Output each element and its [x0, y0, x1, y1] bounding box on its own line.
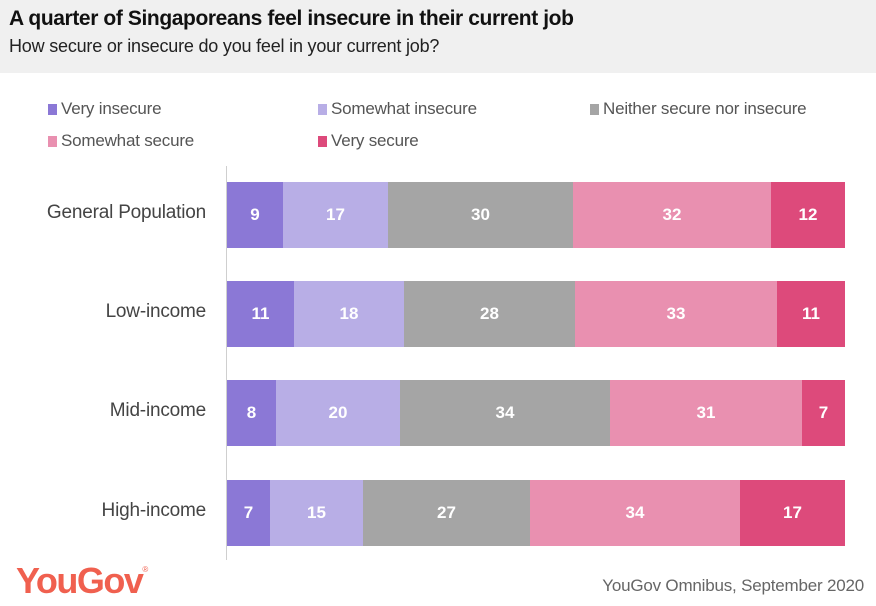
data-label: 15 — [307, 503, 326, 522]
legend-item-somewhat-insecure: Somewhat insecure — [318, 99, 477, 119]
bar-segment-somewhat-secure: 33 — [575, 281, 777, 347]
bar-segment-very-insecure: 7 — [227, 480, 270, 546]
bar-segment-somewhat-insecure: 18 — [294, 281, 404, 347]
data-label: 30 — [471, 205, 490, 224]
category-label: High-income — [101, 500, 207, 521]
bar-row-general-population: 9 17 30 32 12 — [227, 182, 845, 248]
bar-segment-very-insecure: 8 — [227, 380, 276, 446]
legend-swatch — [318, 103, 327, 115]
bar-segment-neither-secure-nor-insecure: 30 — [388, 182, 573, 248]
bar-segment-very-secure: 17 — [740, 480, 845, 546]
chart-subtitle: How secure or insecure do you feel in yo… — [9, 36, 440, 56]
data-label: 11 — [251, 304, 270, 323]
legend-item-neither-secure-nor-insecure: Neither secure nor insecure — [590, 99, 807, 119]
bar-segment-very-secure: 7 — [802, 380, 845, 446]
bar-segment-neither-secure-nor-insecure: 28 — [404, 281, 575, 347]
data-label: 12 — [798, 205, 818, 224]
bar-segment-very-secure: 12 — [771, 182, 845, 248]
legend-label: Very insecure — [61, 99, 162, 118]
bar-segment-somewhat-insecure: 20 — [276, 380, 400, 446]
data-label: 17 — [783, 503, 802, 522]
data-label: 31 — [696, 403, 716, 422]
logo-text: YouGov — [16, 560, 144, 601]
y-axis-line — [226, 166, 227, 560]
bar-segment-somewhat-secure: 32 — [573, 182, 771, 248]
bar-segment-somewhat-secure: 34 — [530, 480, 740, 546]
data-label: 9 — [250, 205, 260, 224]
bar-segment-neither-secure-nor-insecure: 27 — [363, 480, 530, 546]
bar-segment-somewhat-insecure: 17 — [283, 182, 388, 248]
legend-swatch — [590, 103, 599, 115]
data-label: 17 — [326, 205, 345, 224]
bar-row-mid-income: 8 20 34 31 7 — [227, 380, 845, 446]
legend-label: Neither secure nor insecure — [603, 99, 807, 118]
data-label: 32 — [662, 205, 682, 224]
yougov-logo: YouGov® — [16, 560, 148, 602]
data-label: 34 — [495, 403, 515, 422]
data-label: 11 — [802, 304, 820, 323]
source-note: YouGov Omnibus, September 2020 — [602, 576, 864, 595]
legend-label: Somewhat secure — [61, 131, 195, 150]
data-label: 20 — [328, 403, 348, 422]
chart-title: A quarter of Singaporeans feel insecure … — [9, 7, 574, 30]
bar-segment-somewhat-insecure: 15 — [270, 480, 363, 546]
legend-item-somewhat-secure: Somewhat secure — [48, 131, 194, 151]
data-label: 8 — [246, 403, 257, 422]
legend-swatch — [48, 103, 57, 115]
registered-mark: ® — [142, 565, 148, 574]
header: A quarter of Singaporeans feel insecure … — [0, 0, 876, 73]
legend-swatch — [48, 135, 57, 147]
bar-segment-very-secure: 11 — [777, 281, 845, 347]
bar-row-low-income: 11 18 28 33 11 — [227, 281, 845, 347]
data-label: 33 — [666, 304, 686, 323]
category-label: Mid-income — [109, 400, 206, 421]
data-label: 34 — [625, 503, 645, 522]
bar-segment-very-insecure: 9 — [227, 182, 283, 248]
legend-item-very-secure: Very secure — [318, 131, 419, 151]
data-label: 27 — [437, 503, 456, 522]
legend-item-very-insecure: Very insecure — [48, 99, 162, 119]
bar-segment-neither-secure-nor-insecure: 34 — [400, 380, 610, 446]
category-label: Low-income — [105, 301, 207, 322]
data-label: 7 — [818, 403, 829, 422]
bar-row-high-income: 7 15 27 34 17 — [227, 480, 845, 546]
category-label: General Population — [46, 202, 206, 223]
data-label: 18 — [339, 304, 359, 323]
data-label: 7 — [243, 503, 254, 522]
legend-label: Very secure — [331, 131, 419, 150]
data-label: 28 — [480, 304, 499, 323]
legend-swatch — [318, 135, 327, 147]
bar-segment-very-insecure: 11 — [227, 281, 294, 347]
legend-label: Somewhat insecure — [331, 99, 477, 118]
bar-segment-somewhat-secure: 31 — [610, 380, 802, 446]
